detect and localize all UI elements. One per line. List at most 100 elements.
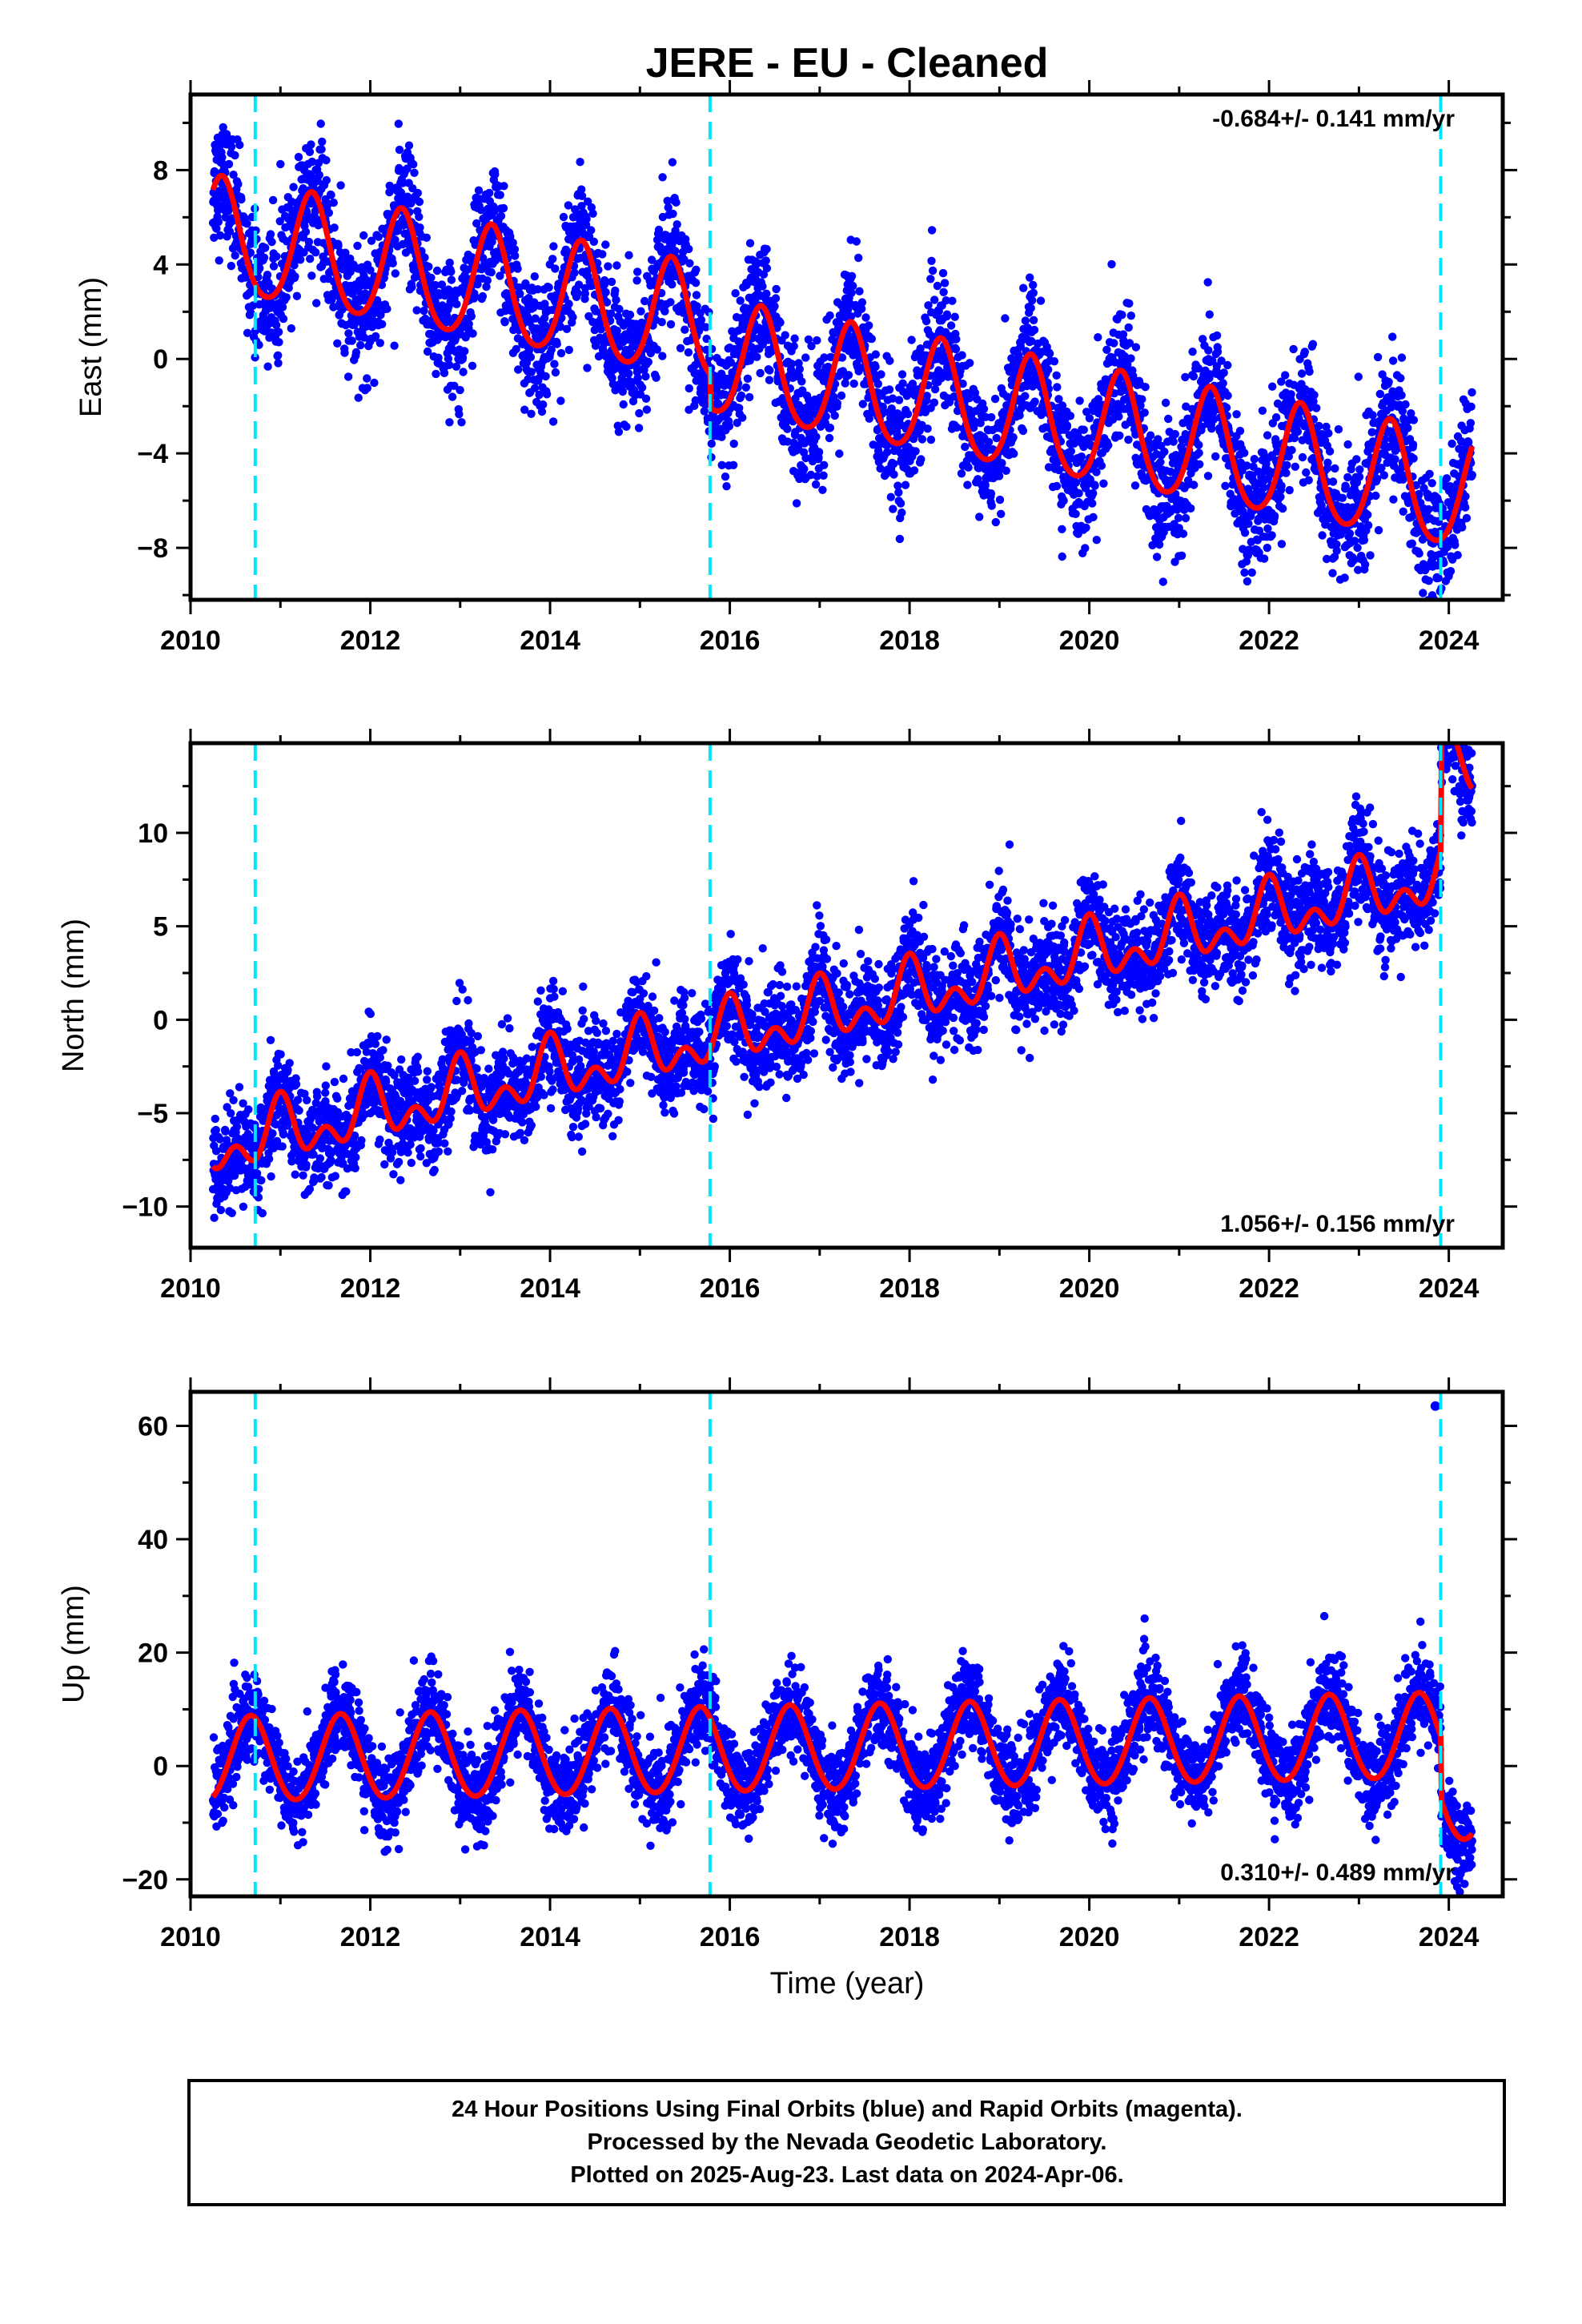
point	[772, 284, 781, 294]
point	[511, 251, 520, 260]
point	[496, 211, 506, 220]
point	[1126, 312, 1136, 320]
point	[527, 409, 536, 418]
point	[994, 472, 1004, 480]
point	[1298, 452, 1307, 462]
point	[951, 344, 961, 354]
point	[514, 365, 523, 374]
point	[644, 357, 652, 367]
point	[625, 310, 635, 320]
point	[771, 294, 781, 303]
point	[602, 298, 612, 307]
point	[1021, 392, 1030, 400]
point	[1354, 372, 1363, 381]
point	[742, 280, 751, 290]
point	[410, 273, 420, 282]
point	[500, 318, 509, 327]
point	[795, 364, 804, 374]
point	[333, 339, 342, 348]
point	[391, 269, 400, 278]
point	[691, 279, 701, 287]
point	[1338, 493, 1347, 502]
point	[367, 236, 376, 245]
point	[1015, 411, 1024, 420]
point	[385, 181, 394, 191]
point	[588, 209, 597, 218]
point	[1277, 481, 1286, 490]
point	[1409, 416, 1419, 424]
point	[307, 172, 316, 181]
point	[287, 324, 295, 333]
point	[847, 271, 857, 280]
point	[1458, 523, 1467, 532]
point	[797, 377, 806, 386]
panels-group: 2010 2012 2014 2016 2018 2020 2022 2024−8−4048E…	[57, 80, 1517, 1952]
point	[1082, 523, 1090, 533]
point	[340, 348, 349, 357]
point	[269, 262, 279, 271]
point	[1283, 460, 1291, 469]
point	[488, 237, 496, 247]
point	[537, 407, 547, 416]
point	[1403, 424, 1412, 432]
point	[573, 289, 583, 298]
point	[274, 1061, 283, 1070]
x-tick-label: 2014	[520, 625, 580, 656]
point	[370, 378, 379, 388]
point	[1130, 481, 1140, 490]
point	[991, 517, 1001, 527]
point	[346, 254, 355, 263]
point	[930, 384, 940, 394]
point	[1461, 503, 1470, 512]
point	[1271, 413, 1281, 422]
point	[415, 197, 424, 207]
point	[722, 482, 731, 491]
point	[671, 247, 680, 255]
panel-north: 2010 2012 2014 2016 2018 2020 2022 2024−10−5051…	[57, 729, 1517, 1304]
point	[1263, 431, 1272, 440]
point	[1118, 311, 1126, 320]
point	[264, 1154, 274, 1164]
point	[885, 385, 894, 394]
point	[1352, 455, 1361, 464]
point	[990, 394, 1000, 404]
point	[984, 437, 994, 447]
point	[459, 368, 468, 376]
point	[606, 309, 616, 318]
point	[530, 272, 539, 281]
point	[216, 1205, 226, 1215]
point	[1115, 431, 1124, 440]
point	[1447, 439, 1456, 448]
point	[640, 296, 649, 306]
point	[294, 152, 303, 162]
point	[673, 220, 681, 229]
point	[1240, 529, 1250, 537]
point	[894, 488, 903, 497]
point	[218, 153, 227, 162]
point	[307, 157, 317, 167]
point	[726, 358, 736, 367]
point	[359, 231, 368, 240]
point	[1207, 424, 1216, 433]
point	[577, 202, 586, 211]
point	[324, 208, 333, 217]
point	[928, 266, 938, 275]
point	[738, 413, 747, 422]
point	[849, 281, 857, 291]
point	[521, 279, 530, 288]
point	[781, 331, 789, 340]
point	[420, 306, 428, 316]
point	[658, 173, 667, 182]
point	[1089, 513, 1098, 521]
point	[496, 191, 504, 199]
point	[865, 321, 873, 330]
point	[374, 232, 383, 241]
point	[305, 147, 315, 156]
point	[1079, 425, 1089, 434]
point	[1289, 344, 1298, 354]
point	[1281, 371, 1290, 380]
point	[661, 307, 669, 316]
point	[857, 304, 866, 313]
point	[1363, 510, 1372, 519]
point	[353, 241, 362, 251]
